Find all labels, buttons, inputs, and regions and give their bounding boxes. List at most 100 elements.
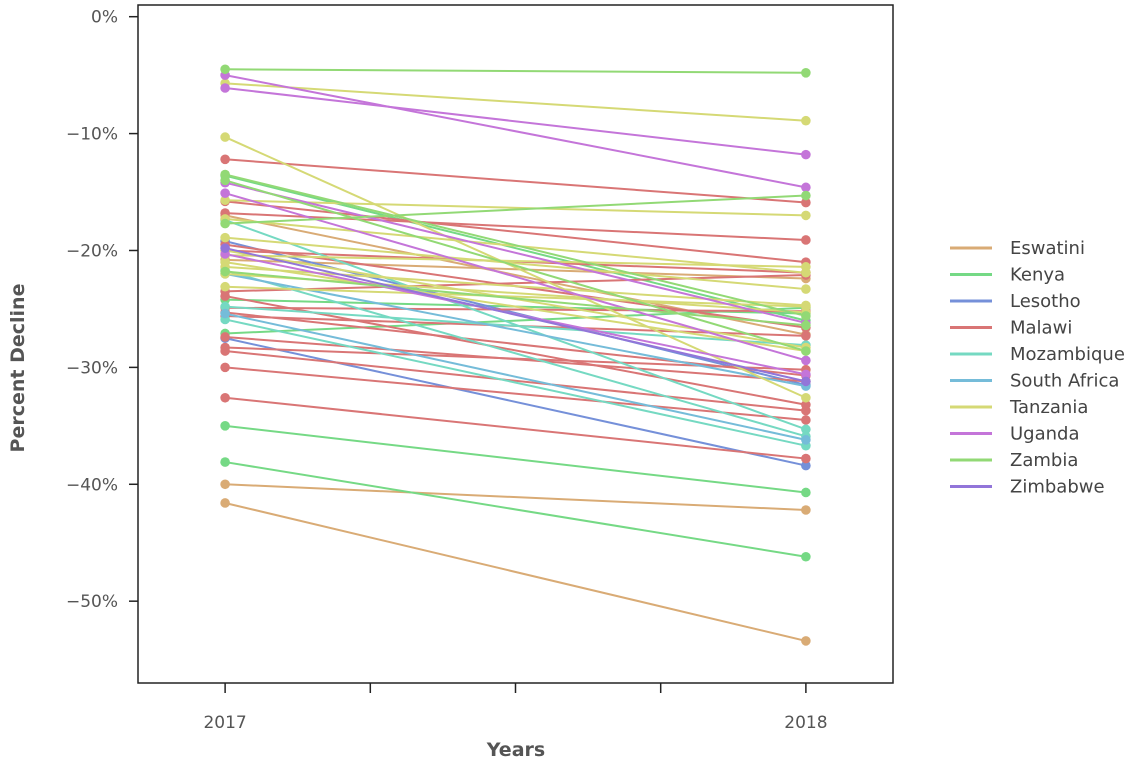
data-point (220, 154, 230, 165)
series-line (224, 318, 807, 447)
series-line (225, 285, 806, 308)
series-line (225, 258, 806, 280)
data-point (801, 182, 811, 193)
series-line (225, 270, 806, 327)
data-point (801, 369, 811, 380)
legend-label: Kenya (1010, 265, 1065, 286)
y-tick-label: −10% (66, 125, 118, 145)
data-point (801, 311, 811, 321)
series-line (225, 82, 806, 122)
data-point (801, 355, 811, 366)
data-point (220, 232, 230, 243)
data-point (801, 453, 811, 464)
data-point (801, 68, 811, 78)
legend-label: Zimbabwe (1010, 477, 1105, 498)
series-line (225, 274, 806, 293)
data-point (220, 243, 230, 253)
data-point (220, 479, 230, 490)
series-line (224, 337, 807, 467)
data-point (220, 132, 230, 142)
data-point (801, 487, 811, 498)
data-point (801, 399, 811, 410)
data-point (801, 392, 811, 403)
data-point (801, 505, 811, 515)
data-point (220, 332, 230, 342)
x-tick-label: 2017 (203, 713, 246, 733)
series-line (225, 350, 806, 412)
data-point (220, 218, 230, 229)
series-line (225, 311, 806, 377)
series-line (225, 254, 806, 268)
data-point (801, 415, 811, 425)
series-line (225, 335, 806, 383)
plot-area: 0% −10% −20% −30% −40% −50% 2017 2018 (66, 4, 894, 733)
series-line (224, 74, 807, 189)
data-point (801, 435, 811, 445)
data-point (220, 188, 230, 199)
data-point (220, 362, 230, 373)
data-point (220, 257, 230, 267)
data-point (801, 284, 811, 294)
data-point (801, 197, 811, 208)
legend-label: Lesotho (1010, 291, 1081, 312)
data-point (801, 636, 811, 646)
legend: Eswatini Kenya Lesotho Malawi Mozambique Sout… (950, 238, 1125, 498)
data-point (220, 266, 230, 277)
series-line (224, 461, 807, 558)
x-tick-label: 2018 (784, 713, 827, 733)
data-point (801, 551, 811, 562)
data-point (220, 457, 230, 467)
series-line (225, 306, 806, 313)
series-line (225, 366, 806, 421)
legend-label: Uganda (1010, 424, 1080, 445)
series-line (225, 68, 806, 74)
y-tick-label: −20% (66, 241, 118, 261)
data-point (801, 301, 811, 312)
series-line (225, 236, 806, 291)
y-tick-label: 0% (91, 8, 118, 28)
series-line (224, 192, 807, 362)
y-tick-label: −30% (66, 358, 118, 378)
data-point (801, 460, 811, 471)
series-line (224, 272, 807, 388)
legend-label: South Africa (1010, 371, 1119, 392)
data-point (801, 267, 811, 278)
data-point (220, 308, 230, 319)
series-line (225, 158, 806, 204)
legend-label: Malawi (1010, 318, 1072, 339)
legend-label: Mozambique (1010, 344, 1125, 365)
series-line (225, 396, 806, 460)
series-line (224, 181, 807, 324)
data-point (801, 320, 811, 331)
y-axis-title: Percent Decline (7, 284, 29, 453)
data-point (220, 421, 230, 431)
data-point (801, 149, 811, 160)
data-point (220, 301, 230, 312)
data-point (220, 175, 230, 186)
series-line (225, 194, 806, 225)
data-point (801, 190, 811, 201)
data-point (801, 115, 811, 126)
data-point (801, 210, 811, 221)
data-point (801, 346, 811, 356)
y-tick-label: −50% (66, 592, 118, 612)
series-line (225, 424, 806, 494)
data-point (220, 342, 230, 353)
series-line (224, 502, 807, 642)
data-point (801, 376, 811, 387)
series-line (224, 240, 807, 386)
data-point (220, 64, 230, 75)
series-line (225, 483, 806, 511)
series-line (224, 173, 807, 317)
series-line (225, 87, 806, 156)
series-line (225, 199, 806, 217)
series-line (224, 179, 807, 352)
series-line (224, 312, 807, 441)
legend-label: Eswatini (1010, 238, 1085, 259)
series-line (224, 269, 807, 438)
legend-label: Zambia (1010, 450, 1078, 471)
series-line (225, 212, 806, 241)
x-axis-title: Years (486, 739, 545, 761)
y-tick-label: −40% (66, 475, 118, 495)
